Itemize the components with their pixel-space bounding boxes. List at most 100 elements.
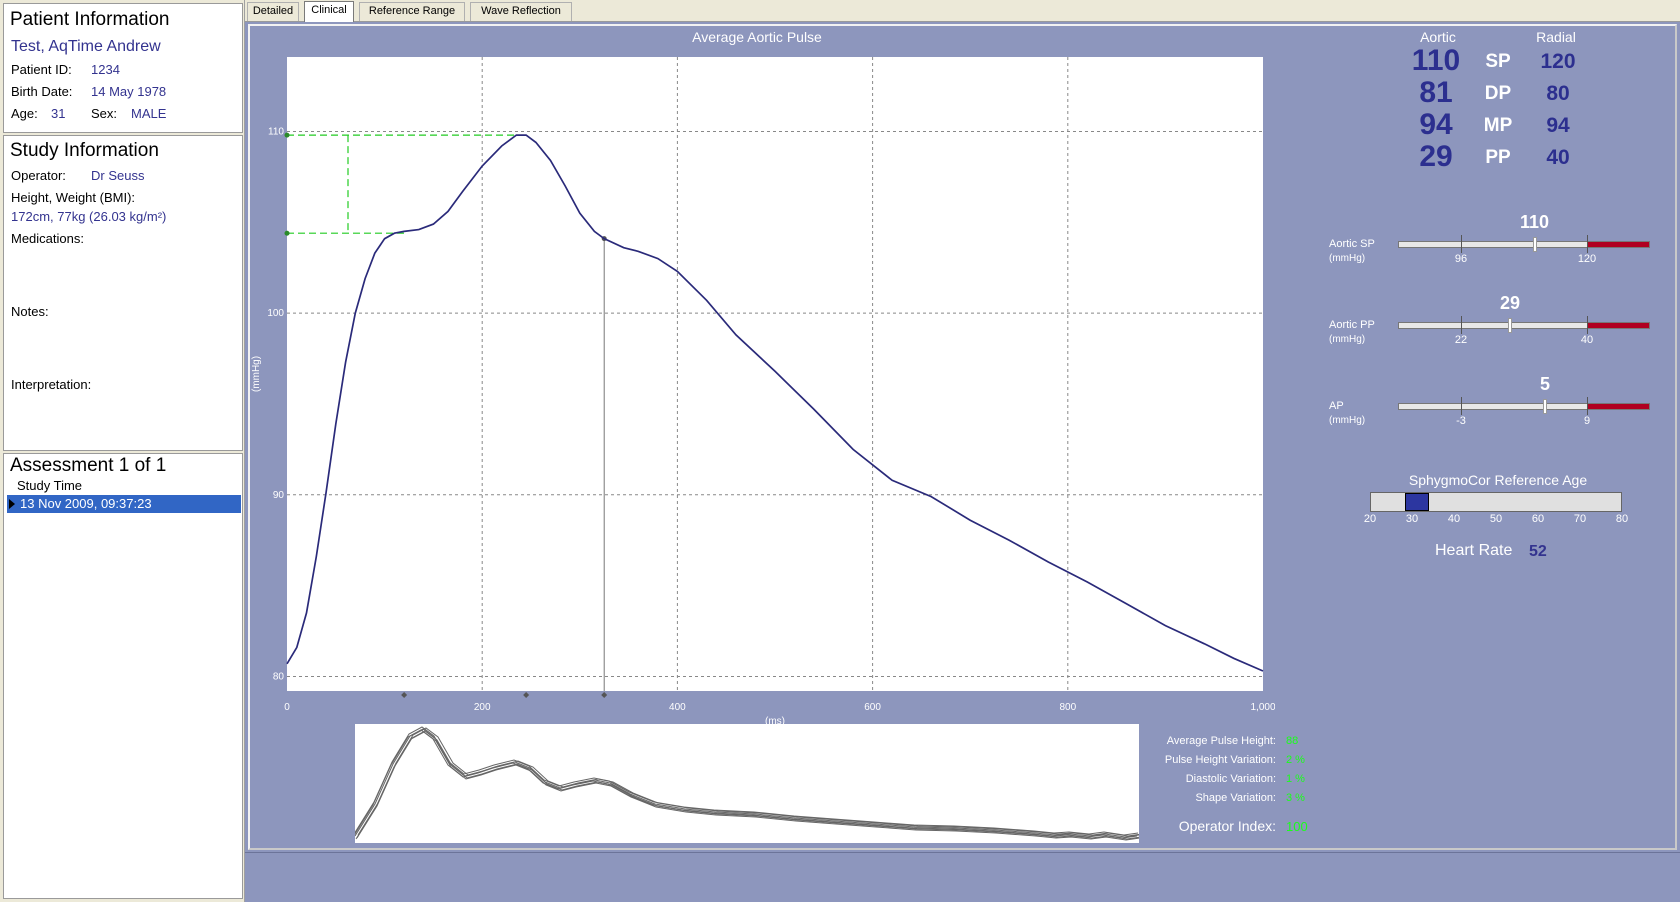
aortic-sp-gauge-bar	[1398, 241, 1650, 248]
pp-row-label: PP	[1485, 147, 1511, 168]
assessment-panel-title: Assessment 1 of 1	[10, 455, 167, 476]
ap-gauge-tick	[1461, 397, 1462, 415]
x-tick-label: 0	[284, 702, 290, 713]
reference-age-marker	[1405, 493, 1430, 511]
average-pulse-height-label: Average Pulse Height:	[1166, 735, 1276, 747]
patient-information-panel: Patient Information Test, AqTime Andrew …	[3, 3, 243, 133]
reference-age-tick-label: 20	[1363, 513, 1377, 525]
left-pane: Patient Information Test, AqTime Andrew …	[0, 0, 245, 902]
aortic-pp-gauge-tick-label: 40	[1580, 334, 1594, 346]
pulse-overlay-thumbnail	[355, 724, 1139, 843]
aortic-sp-gauge-tick	[1461, 235, 1462, 253]
ap-gauge-bar	[1398, 403, 1650, 410]
assessment-panel: Assessment 1 of 1 Study Time 13 Nov 2009…	[3, 453, 243, 899]
tab-detailed[interactable]: Detailed	[247, 2, 299, 21]
height-weight-label: Height, Weight (BMI):	[11, 190, 136, 205]
sex-label: Sex:	[91, 106, 118, 121]
reference-age-tick-label: 30	[1405, 513, 1419, 525]
baseline-marker	[401, 692, 408, 698]
aortic-sp-gauge-tick-label: 120	[1577, 253, 1597, 265]
grid-layer	[287, 57, 1263, 691]
aortic-sp-gauge-label: Aortic SP	[1329, 238, 1375, 250]
thumbnail-trace	[357, 727, 1139, 837]
aortic-pp-value: 29	[1419, 140, 1453, 173]
aortic-sp-gauge-high-zone	[1587, 242, 1649, 247]
aortic-sp-gauge-tick	[1587, 235, 1588, 253]
baseline-marker	[601, 692, 608, 698]
shape-variation-value: 3 %	[1286, 792, 1305, 804]
aortic-mp-value: 94	[1419, 108, 1453, 141]
reference-age-tick-label: 50	[1489, 513, 1503, 525]
ap-gauge-marker	[1543, 399, 1547, 414]
reference-age-tick-label: 60	[1531, 513, 1545, 525]
aortic-pp-gauge-high-zone	[1587, 323, 1649, 328]
sp-row-label: SP	[1485, 51, 1511, 72]
tab-clinical[interactable]: Clinical	[304, 1, 354, 22]
pulse-height-variation-value: 2 %	[1286, 754, 1305, 766]
thumbnail-traces	[355, 726, 1139, 841]
height-weight-value: 172cm, 77kg (26.03 kg/m²)	[11, 209, 167, 224]
birth-date-label: Birth Date:	[11, 84, 73, 99]
aortic-sp-value: 110	[1411, 44, 1461, 77]
pulse-height-variation-label: Pulse Height Variation:	[1164, 754, 1276, 766]
patient-name: Test, AqTime Andrew	[11, 38, 161, 55]
thumbnail-trace	[355, 726, 1139, 836]
assessment-row-selected[interactable]: 13 Nov 2009, 09:37:23	[7, 495, 241, 513]
aortic-dp-value: 81	[1419, 76, 1453, 109]
radial-pp-value: 40	[1546, 146, 1570, 169]
tab-wave-reflection[interactable]: Wave Reflection	[470, 2, 572, 21]
tick-labels: 0 200 400 600 800 1,000 80 90 100 110	[267, 126, 1275, 713]
row-pointer-icon	[9, 499, 15, 509]
x-tick-label: 800	[1059, 702, 1076, 713]
reference-age-tick-label: 80	[1615, 513, 1629, 525]
tab-strip: Detailed Clinical Reference Range Wave R…	[245, 0, 1680, 22]
ap-gauge-high-zone	[1587, 404, 1649, 409]
operator-label: Operator:	[11, 168, 66, 183]
patient-panel-title: Patient Information	[10, 9, 170, 30]
heart-rate-value: 52	[1529, 543, 1547, 560]
y-axis-label: (mmHg)	[251, 356, 262, 392]
reference-age-tick-label: 70	[1573, 513, 1587, 525]
aortic-sp-gauge-marker	[1532, 237, 1537, 252]
aortic-pp-gauge-tick	[1587, 316, 1588, 334]
chart-title: Average Aortic Pulse	[692, 29, 822, 45]
study-time-column-header: Study Time	[17, 478, 83, 493]
thumbnail-trace	[355, 731, 1139, 841]
plot-area	[287, 57, 1263, 691]
mp-row-label: MP	[1483, 115, 1513, 136]
assessment-row-time: 13 Nov 2009, 09:37:23	[20, 496, 152, 511]
average-aortic-pulse-chart: Average Aortic Pulse 0 200 400 600 800 1,000 8…	[251, 29, 1275, 727]
birth-date-value: 14 May 1978	[91, 84, 167, 99]
aortic-pp-gauge-value: 29	[1499, 293, 1521, 313]
sex-value: MALE	[131, 106, 167, 121]
aortic-pp-gauge-unit: (mmHg)	[1329, 334, 1366, 345]
aortic-pp-gauge-bar	[1398, 322, 1650, 329]
aortic-pp-gauge-tick	[1461, 316, 1462, 334]
x-tick-label: 600	[864, 702, 881, 713]
operator-index-value: 100	[1286, 819, 1308, 834]
study-panel-title: Study Information	[10, 140, 159, 161]
dp-row-label: DP	[1484, 83, 1512, 104]
average-pulse-height-value: 88	[1286, 735, 1299, 747]
thumbnail-trace	[356, 730, 1139, 840]
aortic-sp-gauge-value: 110	[1519, 212, 1550, 232]
ap-gauge-tick-label: 9	[1583, 415, 1591, 427]
ap-gauge-tick-label: -3	[1456, 415, 1466, 427]
ap-gauge-unit: (mmHg)	[1329, 415, 1366, 426]
radial-dp-value: 80	[1546, 82, 1570, 105]
ap-gauge-tick	[1587, 397, 1588, 415]
reference-age-title: SphygmoCor Reference Age	[1408, 472, 1588, 488]
shoulder-marker	[284, 230, 290, 236]
ap-gauge-label: AP	[1329, 400, 1344, 412]
y-tick-label: 80	[273, 671, 285, 682]
tab-reference-range[interactable]: Reference Range	[359, 2, 465, 21]
reference-age-tick-label: 40	[1447, 513, 1461, 525]
diastolic-variation-label: Diastolic Variation:	[1185, 773, 1276, 785]
notes-label: Notes:	[11, 304, 49, 319]
reference-age-bar	[1370, 492, 1622, 512]
medications-label: Medications:	[11, 231, 84, 246]
x-tick-label: 200	[474, 702, 491, 713]
baseline-marker	[523, 692, 530, 698]
aortic-sp-gauge-tick-label: 96	[1454, 253, 1468, 265]
patient-id-value: 1234	[91, 62, 120, 77]
